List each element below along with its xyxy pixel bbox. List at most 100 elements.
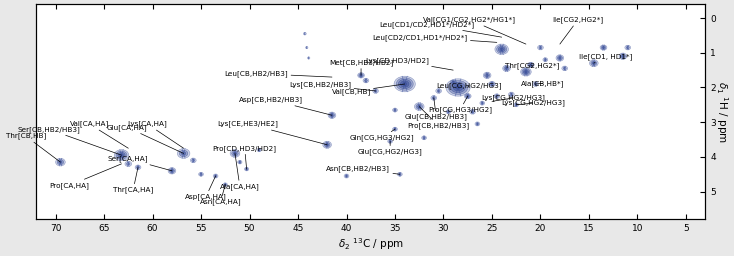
Text: Glu[CA,HA]: Glu[CA,HA]	[107, 124, 184, 153]
Text: Lys[CB,HB2/HB3]: Lys[CB,HB2/HB3]	[289, 81, 376, 91]
Ellipse shape	[515, 104, 517, 106]
Ellipse shape	[401, 81, 409, 87]
Text: Val[CG1/CG2,HG2*/HG1*]: Val[CG1/CG2,HG2*/HG1*]	[424, 16, 526, 44]
Ellipse shape	[626, 46, 629, 49]
Ellipse shape	[213, 174, 218, 178]
Text: Lys[CG,HG2/HG3]: Lys[CG,HG2/HG3]	[482, 94, 545, 101]
Ellipse shape	[397, 172, 402, 176]
Text: Thr[CG2,HG2*]: Thr[CG2,HG2*]	[506, 62, 560, 69]
Text: Asp[CB,HB2/HB3]: Asp[CB,HB2/HB3]	[239, 96, 332, 115]
Ellipse shape	[451, 82, 465, 93]
Ellipse shape	[509, 92, 515, 97]
Ellipse shape	[520, 68, 531, 76]
Text: Ala[CA,HA]: Ala[CA,HA]	[220, 153, 260, 190]
Ellipse shape	[393, 128, 396, 130]
Ellipse shape	[530, 64, 532, 66]
Text: Ile[CD1, HD1*]: Ile[CD1, HD1*]	[579, 53, 633, 63]
Ellipse shape	[328, 112, 336, 118]
Ellipse shape	[500, 48, 504, 51]
Ellipse shape	[431, 96, 437, 100]
Text: Pro[CG,HG3/HG2]: Pro[CG,HG3/HG2]	[428, 96, 492, 113]
Ellipse shape	[563, 67, 566, 70]
Ellipse shape	[359, 73, 363, 77]
Ellipse shape	[486, 74, 488, 76]
Ellipse shape	[396, 78, 413, 90]
Ellipse shape	[556, 55, 564, 61]
Text: Lys[CA,HA]: Lys[CA,HA]	[127, 121, 184, 148]
Ellipse shape	[421, 136, 426, 140]
Ellipse shape	[514, 103, 519, 107]
Ellipse shape	[303, 33, 306, 35]
Text: Ser[CB,HB2/HB3]: Ser[CB,HB2/HB3]	[17, 126, 122, 155]
Ellipse shape	[418, 105, 421, 108]
Ellipse shape	[388, 139, 393, 143]
Ellipse shape	[557, 56, 562, 60]
Ellipse shape	[330, 113, 335, 117]
Ellipse shape	[601, 46, 606, 49]
Ellipse shape	[534, 83, 537, 85]
Ellipse shape	[126, 163, 130, 165]
Ellipse shape	[59, 161, 62, 163]
Ellipse shape	[476, 123, 479, 125]
Ellipse shape	[523, 70, 528, 74]
Ellipse shape	[200, 173, 203, 175]
Ellipse shape	[393, 127, 397, 131]
Ellipse shape	[324, 142, 330, 147]
Ellipse shape	[525, 71, 527, 73]
Ellipse shape	[503, 65, 510, 71]
Ellipse shape	[135, 165, 141, 169]
Text: Lys[CG,HG2/HG3]: Lys[CG,HG2/HG3]	[501, 100, 564, 106]
Ellipse shape	[451, 81, 454, 83]
Ellipse shape	[562, 66, 567, 71]
Text: Glu[CB,HB2/HB3]: Glu[CB,HB2/HB3]	[405, 98, 468, 120]
Ellipse shape	[214, 175, 217, 177]
Ellipse shape	[622, 55, 624, 57]
Ellipse shape	[619, 53, 627, 59]
Ellipse shape	[625, 45, 631, 50]
Text: Ile[CG2,HG2*]: Ile[CG2,HG2*]	[553, 16, 603, 44]
Ellipse shape	[192, 159, 195, 162]
Ellipse shape	[495, 44, 509, 55]
Text: Pro[CA,HA]: Pro[CA,HA]	[50, 164, 122, 189]
Ellipse shape	[467, 95, 469, 97]
Ellipse shape	[230, 150, 240, 157]
Text: Asn[CA,HA]: Asn[CA,HA]	[200, 185, 241, 205]
Ellipse shape	[589, 60, 598, 67]
Ellipse shape	[447, 111, 449, 113]
Ellipse shape	[181, 152, 186, 155]
Ellipse shape	[357, 73, 365, 78]
Ellipse shape	[600, 45, 607, 50]
Ellipse shape	[491, 83, 493, 85]
Ellipse shape	[223, 183, 228, 186]
Ellipse shape	[495, 95, 498, 97]
Text: Lys[CE,HE3/HE2]: Lys[CE,HE3/HE2]	[218, 121, 327, 145]
Ellipse shape	[345, 175, 348, 177]
Ellipse shape	[199, 172, 203, 176]
Ellipse shape	[233, 152, 236, 155]
Ellipse shape	[510, 93, 513, 95]
Ellipse shape	[522, 69, 530, 75]
Ellipse shape	[238, 160, 242, 164]
Ellipse shape	[470, 110, 476, 114]
Ellipse shape	[363, 78, 368, 83]
Ellipse shape	[393, 109, 396, 111]
Ellipse shape	[437, 90, 440, 92]
Ellipse shape	[527, 62, 534, 68]
Ellipse shape	[446, 79, 470, 96]
Ellipse shape	[170, 170, 173, 172]
Ellipse shape	[533, 82, 539, 86]
Text: Thr[CB,HB]: Thr[CB,HB]	[6, 133, 60, 162]
Text: Ser[CA,HA]: Ser[CA,HA]	[107, 155, 172, 171]
Ellipse shape	[446, 110, 451, 114]
Ellipse shape	[232, 151, 239, 156]
Ellipse shape	[244, 167, 249, 171]
Ellipse shape	[494, 94, 500, 98]
Ellipse shape	[399, 79, 411, 89]
Text: Asn[CB,HB2/HB3]: Asn[CB,HB2/HB3]	[327, 166, 400, 174]
Text: Gln[CG,HG3/HG2]: Gln[CG,HG3/HG2]	[350, 129, 415, 141]
Ellipse shape	[120, 154, 123, 157]
Ellipse shape	[456, 86, 460, 89]
Ellipse shape	[415, 103, 424, 110]
Text: Pro[CD,HD3/HD2]: Pro[CD,HD3/HD2]	[213, 145, 277, 169]
Ellipse shape	[394, 76, 415, 92]
